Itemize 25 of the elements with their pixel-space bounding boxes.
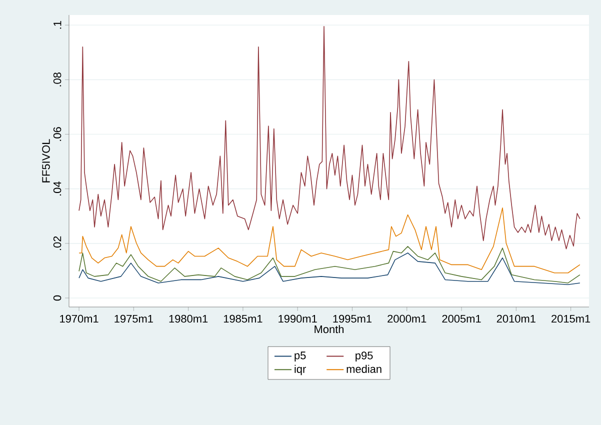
y-axis-title: FF5IVOL: [42, 139, 50, 182]
y-tick-label: .02: [53, 236, 62, 250]
legend-label: p95: [356, 352, 373, 362]
line-series: [78, 252, 580, 286]
y-tick-label: .1: [54, 21, 62, 29]
x-tick-label: 2000m1: [388, 314, 426, 323]
line-series: [78, 26, 580, 250]
x-tick-label: 1970m1: [60, 314, 98, 323]
legend-label: p5: [294, 352, 306, 362]
y-tick-label: .08: [53, 72, 62, 86]
x-tick-label: 1990m1: [278, 314, 317, 323]
x-tick-label: 1985m1: [224, 314, 262, 323]
y-tick-label: .04: [53, 182, 62, 196]
y-tick-label: 0: [53, 295, 62, 301]
x-tick-label: 1980m1: [169, 314, 208, 323]
legend-label: median: [346, 364, 382, 373]
legend-label: iqr: [294, 364, 306, 376]
x-tick-label: 2005m1: [442, 314, 481, 323]
x-tick-label: 2010m1: [496, 314, 536, 323]
y-tick-label: .06: [53, 127, 62, 141]
x-tick-label: 1995m1: [333, 314, 372, 323]
x-tick-label: 2015m1: [552, 314, 590, 323]
line-series: [78, 246, 580, 284]
x-tick-label: 1975m1: [114, 314, 153, 323]
x-axis-title: Month: [314, 325, 344, 334]
